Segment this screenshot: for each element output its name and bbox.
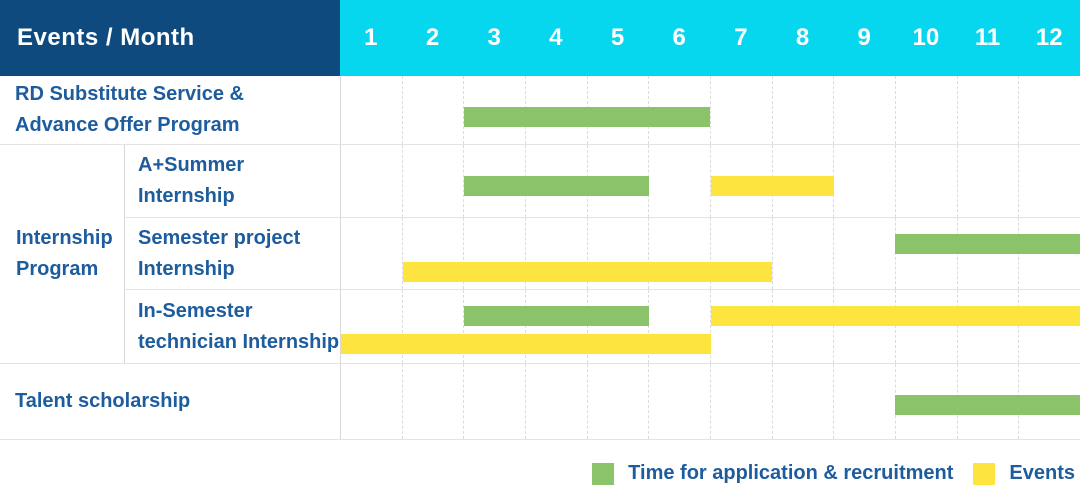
events-legend-swatch [973, 462, 996, 485]
month-grid-cell [648, 290, 710, 363]
chart-cell-semester-project-internship [340, 217, 1080, 290]
month-grid-cell [895, 290, 957, 363]
month-grid-cell [648, 145, 710, 217]
legend: Time for application & recruitment Event… [0, 462, 1080, 485]
month-grid-cell [771, 290, 834, 363]
month-grid-cell [586, 290, 649, 363]
month-grid-cell [833, 76, 895, 144]
month-grid-cell [956, 145, 1019, 217]
month-header-cell: 1 [364, 24, 378, 51]
gantt-bar-application [895, 233, 1080, 254]
month-grid-cell [771, 76, 834, 144]
month-grid-cell [710, 76, 772, 144]
month-grid-cell [1018, 145, 1080, 217]
chart-cell-a-plus-summer-internship [340, 145, 1080, 217]
month-grid-cell [525, 290, 587, 363]
row-rd-substitute-service: RD Substitute Service & Advance Offer Pr… [0, 76, 1080, 145]
month-grid-cell [648, 364, 710, 439]
month-grid-cell [341, 218, 402, 290]
chart-cell-talent-scholarship [340, 364, 1080, 439]
row-label-a-plus-summer-internship: A+Summer Internship [138, 153, 245, 207]
application-legend-swatch [592, 462, 615, 485]
month-grid-cell [341, 364, 402, 439]
month-grid-cell [341, 145, 402, 217]
month-header-row: 1 2 3 4 5 6 7 8 9 10 11 12 [340, 0, 1080, 76]
row-label-semester-project-internship: Semester project Internship [138, 226, 301, 280]
header-row: Events / Month 1 2 3 4 5 6 7 8 9 10 11 12 [0, 0, 1080, 76]
gantt-bar-events [402, 261, 773, 282]
month-header-cell: 7 [734, 24, 748, 51]
month-grid-cell [956, 76, 1019, 144]
events-legend-label: Events [1009, 462, 1075, 484]
month-grid-cell [525, 364, 587, 439]
row-a-plus-summer-internship: A+Summer Internship [124, 145, 1080, 218]
month-grid-cell [710, 364, 772, 439]
gantt-bar-application [464, 176, 649, 196]
month-grid-cell [833, 145, 895, 217]
month-header-cell: 4 [549, 24, 563, 51]
month-grid-cell [956, 290, 1019, 363]
row-label-in-semester-technician-internship: In-Semester technician Internship [138, 299, 340, 353]
month-grid-cell [833, 290, 895, 363]
row-talent-scholarship: Talent scholarship [0, 364, 1080, 440]
month-header-cell: 3 [487, 24, 501, 51]
row-label-talent-scholarship: Talent scholarship [15, 390, 191, 412]
month-grid-cell [341, 76, 402, 144]
month-grid-cell [401, 145, 464, 217]
gantt-bar-events [710, 306, 1080, 327]
month-grid-cell [586, 364, 649, 439]
month-grid-cell [463, 217, 525, 290]
month-grid-cell [895, 145, 957, 217]
month-header-cell: 6 [672, 24, 686, 51]
month-header-cell: 8 [795, 24, 810, 51]
group-label-internship-program: Internship Program [16, 227, 113, 280]
month-header-cell: 12 [1035, 24, 1063, 51]
gantt-bar-events [341, 334, 711, 355]
month-grid-cell [648, 217, 710, 290]
month-grid-cell [833, 364, 895, 439]
month-grid-cell [586, 217, 649, 290]
application-legend-label: Time for application & recruitment [628, 462, 954, 484]
month-grid-cell [710, 217, 772, 290]
month-grid-cell [771, 364, 834, 439]
row-in-semester-technician-internship: In-Semester technician Internship [124, 290, 1080, 363]
month-grid-cell [463, 76, 525, 144]
month-grid-cell [1018, 76, 1080, 144]
month-header-cell: 5 [610, 24, 625, 51]
month-grid-cell [463, 290, 525, 363]
gantt-bar-application [464, 306, 649, 327]
events-month-header: Events / Month [0, 0, 340, 76]
chart-cell-rd-substitute-service [340, 76, 1080, 144]
gantt-bar-application [895, 395, 1080, 415]
month-grid-cell [401, 76, 464, 144]
group-subrows: A+Summer Internship Semester project Int… [124, 145, 1080, 363]
gantt-bar-events [710, 176, 834, 196]
month-grid-cell [401, 290, 464, 363]
month-grid-cell [771, 217, 834, 290]
month-grid-cell [463, 364, 525, 439]
month-grid-cell [401, 217, 464, 290]
legend-item-application: Time for application & recruitment [592, 462, 953, 485]
month-grid-cell [1018, 290, 1080, 363]
group-internship-program: Internship Program A+Summer Internship S… [0, 145, 1080, 364]
row-label-rd-substitute-service: RD Substitute Service & Advance Offer Pr… [15, 83, 244, 136]
month-grid-cell [833, 217, 895, 290]
month-header-cell: 10 [912, 24, 940, 51]
month-header-cell: 11 [974, 24, 1001, 51]
month-grid-cell [463, 145, 525, 217]
month-header-cell: 2 [425, 24, 440, 51]
month-grid-cell [401, 364, 464, 439]
gantt-bar-application [464, 107, 711, 127]
row-semester-project-internship: Semester project Internship [124, 217, 1080, 291]
month-grid-cell [895, 76, 957, 144]
chart-cell-in-semester-technician-internship [340, 290, 1080, 363]
legend-item-events: Events [973, 462, 1075, 485]
month-grid-cell [710, 290, 772, 363]
month-grid-cell [525, 217, 587, 290]
month-header-cell: 9 [857, 24, 871, 51]
